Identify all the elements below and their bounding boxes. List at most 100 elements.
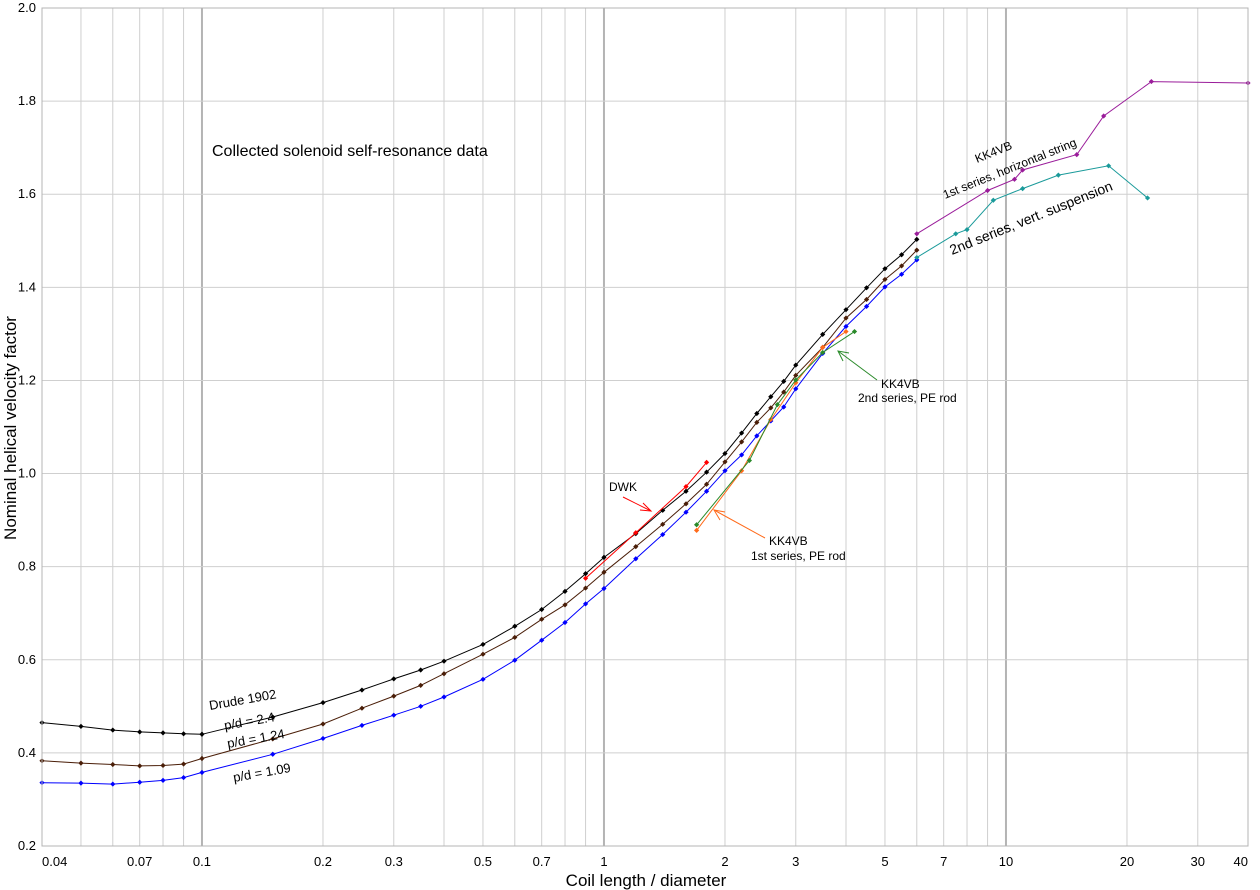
data-point [722, 450, 728, 457]
data-point [660, 507, 666, 513]
data-point [199, 731, 205, 737]
data-point [843, 323, 849, 330]
data-point [601, 554, 607, 560]
y-tick-label: 0.4 [18, 745, 36, 760]
data-point [739, 468, 745, 474]
data-point [418, 682, 424, 688]
data-point [441, 694, 447, 700]
data-point [882, 284, 888, 290]
data-point [582, 601, 589, 607]
data-point [739, 452, 745, 458]
kk-pe1-arrow-line [713, 509, 766, 539]
data-point [1105, 163, 1112, 169]
data-point [78, 723, 84, 729]
series-group [39, 78, 1251, 787]
y-tick-label: 1.0 [18, 466, 36, 481]
x-tick-label: 1 [600, 854, 607, 869]
x-tick-label: 3 [792, 854, 799, 869]
data-point [898, 271, 905, 277]
data-point [78, 760, 84, 766]
data-point [768, 405, 774, 411]
data-point [898, 263, 905, 269]
data-point [914, 236, 920, 242]
x-tick-label: 7 [940, 854, 947, 869]
data-point [793, 386, 799, 392]
annotation-kk-pe1-callsign: KK4VB [769, 534, 808, 548]
x-tick-label: 40 [1234, 854, 1248, 869]
series-line-5 [696, 331, 847, 531]
series-line-4 [585, 462, 707, 579]
x-tick-label: 10 [999, 854, 1013, 869]
data-point [820, 331, 826, 337]
data-point [683, 501, 689, 507]
data-point [754, 433, 760, 439]
x-tick-label: 30 [1191, 854, 1205, 869]
x-tick-label: 20 [1120, 854, 1134, 869]
annotations: Drude 1902 p/d = 2.4 p/d = 1.24 p/d = 1.… [208, 135, 1115, 785]
data-point [539, 637, 545, 643]
data-point [480, 641, 486, 648]
data-point [768, 416, 774, 423]
data-point [1055, 172, 1061, 178]
x-tick-label: 0.7 [533, 854, 551, 869]
data-point [739, 439, 745, 445]
x-tick-label: 5 [881, 854, 888, 869]
kk-pe2-arrow-line [837, 350, 878, 381]
data-point [601, 569, 607, 575]
y-tick-label: 1.8 [18, 93, 36, 108]
data-point [512, 657, 518, 663]
data-point [863, 303, 870, 310]
data-point [984, 187, 991, 194]
data-point [882, 276, 888, 283]
data-point [1101, 113, 1107, 119]
data-point [746, 457, 752, 464]
data-point [359, 687, 365, 693]
data-point [1020, 186, 1026, 192]
data-point [863, 296, 870, 303]
data-point [391, 693, 397, 699]
data-point [78, 780, 84, 786]
data-point [793, 380, 799, 386]
series-line-3 [41, 259, 918, 785]
y-tick-label: 0.2 [18, 838, 36, 853]
x-tick-label: 0.5 [474, 854, 492, 869]
data-point [359, 722, 365, 729]
data-point [562, 619, 568, 626]
x-tick-label: 0.3 [385, 854, 403, 869]
data-point [781, 389, 787, 395]
data-point [754, 419, 760, 425]
data-point [199, 769, 205, 776]
data-point [320, 700, 326, 706]
data-point [882, 266, 888, 272]
data-point [582, 575, 589, 581]
annotation-kk-pe2-callsign: KK4VB [881, 377, 920, 391]
data-point [270, 714, 276, 720]
data-point [898, 252, 905, 258]
series-line-2 [41, 249, 918, 767]
data-point [703, 469, 710, 475]
data-point [633, 556, 639, 562]
data-point [601, 585, 607, 592]
data-point [160, 777, 166, 783]
data-point [683, 488, 689, 494]
data-point [768, 394, 774, 400]
data-point [914, 231, 920, 237]
y-tick-label: 1.4 [18, 279, 36, 294]
data-point [137, 729, 143, 735]
data-point [843, 328, 849, 335]
data-point [180, 774, 187, 781]
x-tick-label: 0.1 [193, 854, 211, 869]
data-point [820, 344, 826, 350]
data-point [480, 651, 486, 657]
y-tick-labels: 0.2 0.4 0.6 0.8 1.0 1.2 1.4 1.6 1.8 2.0 [18, 0, 36, 853]
data-point [110, 761, 116, 768]
data-point [391, 676, 397, 682]
data-point [703, 459, 710, 465]
data-point [512, 623, 518, 629]
data-point [512, 634, 518, 641]
data-point [180, 761, 187, 767]
data-point [418, 667, 424, 673]
data-point [774, 402, 780, 408]
data-point [1074, 152, 1080, 158]
y-tick-label: 0.8 [18, 559, 36, 574]
